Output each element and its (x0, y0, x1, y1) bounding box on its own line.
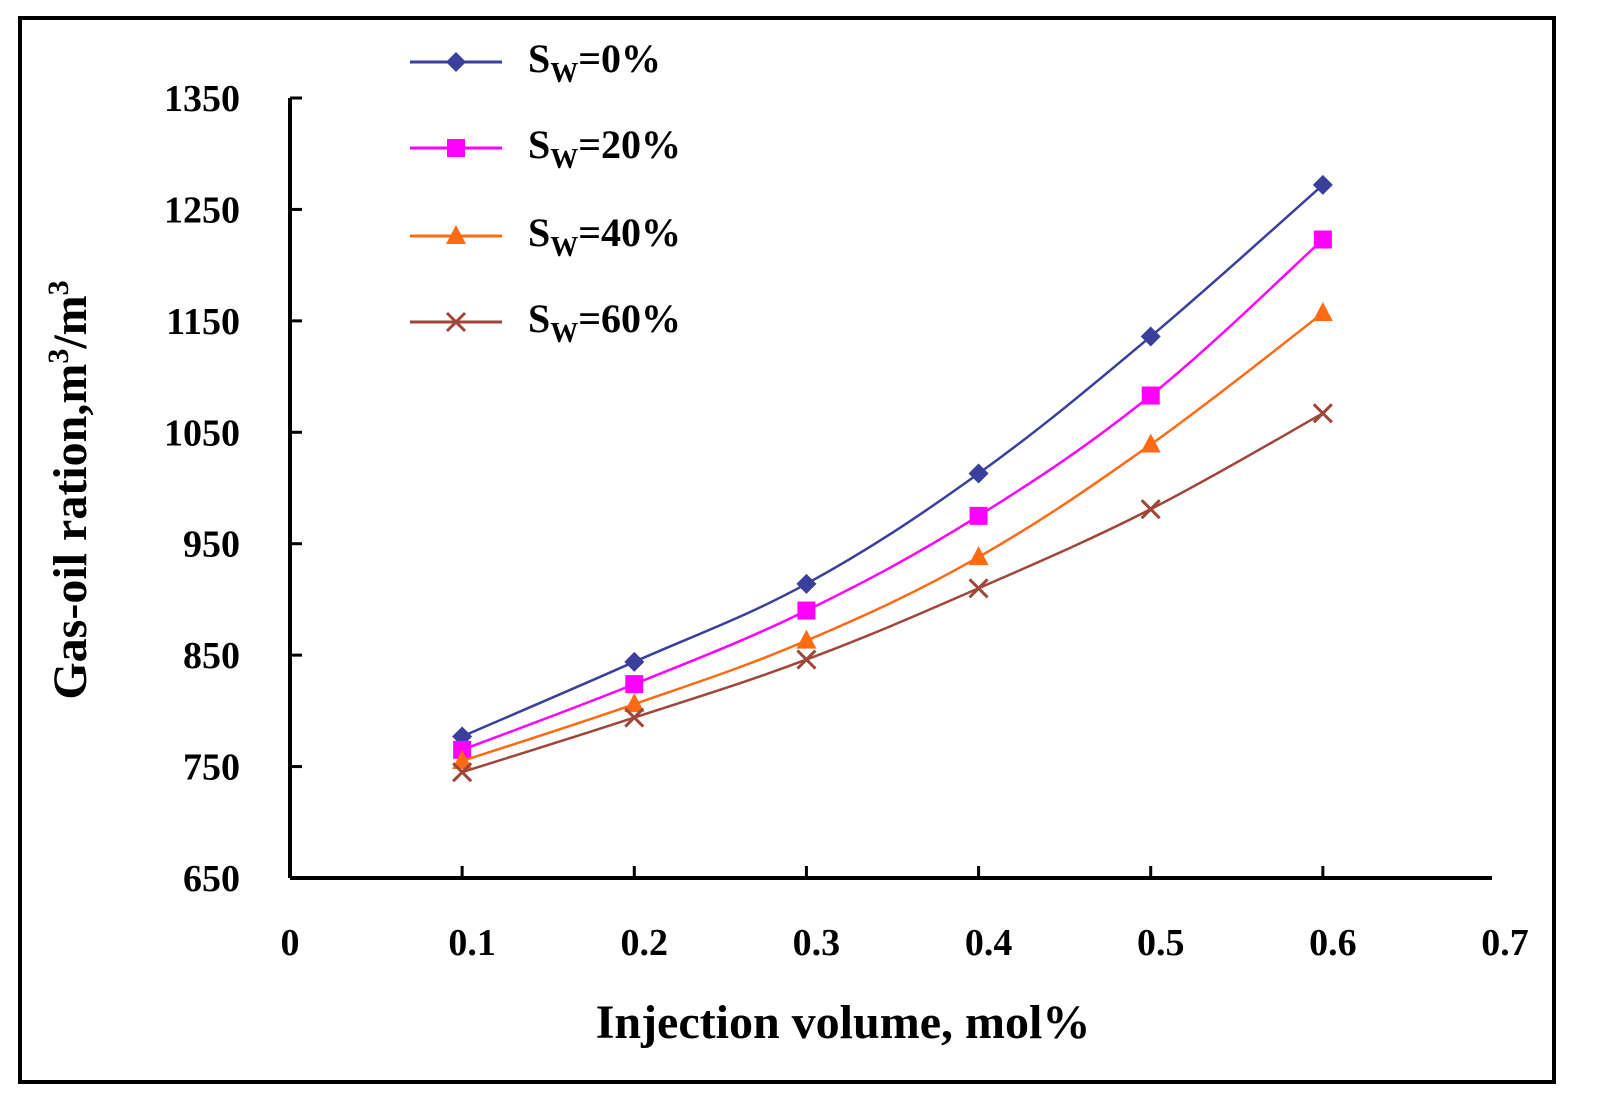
y-axis-title: Gas-oil ration,m3/m3 (42, 280, 97, 699)
data-point (796, 573, 817, 594)
series-line (461, 312, 1324, 763)
data-point (796, 629, 817, 649)
legend-label-rest: =60% (578, 296, 681, 341)
chart-frame (18, 16, 1556, 1084)
data-point (452, 750, 473, 769)
data-point (452, 762, 473, 783)
y-tick-label: 850 (183, 635, 240, 677)
data-point (1312, 403, 1333, 424)
legend-label: SW=20% (528, 122, 681, 175)
data-point (968, 546, 989, 566)
x-axis-title: Injection volume, mol% (596, 996, 1091, 1049)
y-axis-title-sup-1: 3 (42, 349, 75, 364)
data-point (968, 578, 989, 599)
data-point (969, 506, 988, 525)
legend: SW=0%SW=20%SW=40%SW=60% (410, 36, 681, 349)
series-line (461, 183, 1324, 738)
data-point (1313, 230, 1332, 249)
series-3 (452, 302, 1333, 769)
legend-label: SW=60% (528, 296, 681, 349)
series-line (461, 238, 1324, 752)
legend-marker (446, 52, 466, 72)
legend-item: SW=40% (410, 210, 681, 263)
legend-label-main: S (528, 296, 550, 341)
data-point (797, 601, 816, 620)
data-point (624, 651, 645, 672)
x-tick-label: 0 (281, 922, 300, 964)
data-point (1140, 499, 1161, 520)
legend-marker (447, 139, 465, 157)
y-tick-label: 650 (183, 858, 240, 900)
series-4 (452, 403, 1333, 783)
series-1 (452, 174, 1333, 747)
x-tick-label: 0.6 (1309, 922, 1357, 964)
y-axis-title-main: Gas-oil ration,m (44, 364, 97, 700)
legend-label-main: S (528, 36, 550, 81)
legend-label: SW=40% (528, 210, 681, 263)
data-point (625, 675, 644, 694)
x-tick-label: 0.7 (1481, 922, 1529, 964)
y-tick-label: 950 (183, 524, 240, 566)
y-tick-label: 1250 (164, 189, 240, 231)
legend-label-rest: =0% (578, 36, 661, 81)
legend-item: SW=20% (410, 122, 681, 175)
series-2 (453, 230, 1332, 759)
data-point (624, 693, 645, 713)
x-tick-label: 0.4 (965, 922, 1013, 964)
x-tick-label: 0.2 (621, 922, 669, 964)
legend-item: SW=0% (410, 36, 661, 89)
data-point (1140, 433, 1161, 453)
legend-label-sub: W (550, 58, 578, 89)
y-axis-title-sup-2: 3 (42, 280, 75, 295)
legend-label-rest: =20% (578, 122, 681, 167)
legend-label-rest: =40% (578, 210, 681, 255)
y-tick-label: 1050 (164, 412, 240, 454)
data-point (1140, 326, 1161, 347)
x-tick-label: 0.5 (1137, 922, 1185, 964)
legend-marker (446, 225, 466, 244)
legend-marker (445, 311, 467, 333)
x-tick-label: 0.1 (448, 922, 496, 964)
legend-label-main: S (528, 122, 550, 167)
series-line (461, 412, 1324, 774)
legend-label-sub: W (550, 144, 578, 175)
data-point (796, 649, 817, 670)
data-point (1312, 302, 1333, 322)
y-axis-title-mid: /m (44, 295, 97, 349)
data-point (624, 707, 645, 728)
series-group (452, 174, 1333, 783)
legend-label-sub: W (550, 232, 578, 263)
legend-item: SW=60% (410, 296, 681, 349)
x-tick-label: 0.3 (793, 922, 841, 964)
data-point (968, 463, 989, 484)
legend-label-main: S (528, 210, 550, 255)
data-point (1312, 174, 1333, 195)
data-point (1141, 386, 1160, 405)
data-point (453, 740, 472, 759)
y-ticks: 650 750 850 950 1050 1150 1250 1350 (164, 78, 302, 900)
legend-label: SW=0% (528, 36, 661, 89)
y-tick-label: 750 (183, 747, 240, 789)
x-ticks: 0 0.1 0.2 0.3 0.4 0.5 0.6 0.7 (281, 866, 1529, 964)
legend-label-sub: W (550, 318, 578, 349)
y-tick-label: 1150 (166, 301, 240, 343)
y-tick-label: 1350 (164, 78, 240, 120)
